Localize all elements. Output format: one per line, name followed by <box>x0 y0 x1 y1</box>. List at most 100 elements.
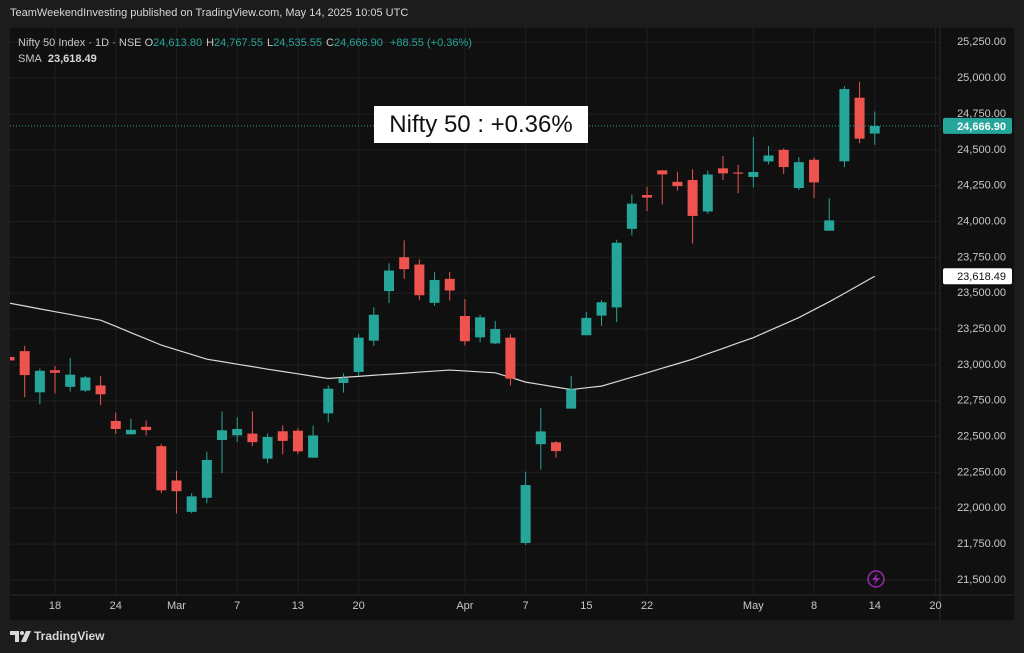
y-tick-label: 24,750.00 <box>957 108 1006 120</box>
y-tick-label: 22,250.00 <box>957 466 1006 478</box>
candle-body <box>247 433 258 443</box>
y-tick-label: 23,750.00 <box>957 251 1006 263</box>
candle-body <box>353 337 364 372</box>
candle-body <box>80 377 91 391</box>
grid <box>10 28 940 595</box>
field-key: C <box>326 37 334 49</box>
candle-body <box>292 430 303 452</box>
x-tick-label: Apr <box>456 600 473 612</box>
candle-body <box>839 89 850 162</box>
candle-body <box>19 351 30 376</box>
candle-body <box>141 426 152 431</box>
field-key: O <box>144 37 154 49</box>
candle-body <box>702 174 713 212</box>
field-value: 24,535.55 <box>273 37 323 49</box>
logo <box>10 631 31 642</box>
sma-tag-label: 23,618.49 <box>957 271 1006 283</box>
candle-body <box>490 329 501 344</box>
axes: 21,500.00 21,750.00 22,000.00 22,250.00 22,5… <box>49 36 1012 612</box>
candle-body <box>748 171 759 177</box>
y-tick-label: 23,250.00 <box>957 323 1006 335</box>
candle-body <box>475 317 486 338</box>
symbol: Nifty 50 Index · 1D · NSE <box>18 37 142 49</box>
candle-body <box>459 316 470 342</box>
field-value: 24,613.80 <box>153 37 203 49</box>
candle-body <box>368 314 379 341</box>
candle-body <box>854 97 865 139</box>
candle-body <box>50 370 61 373</box>
candle-body <box>277 431 288 441</box>
x-tick-label: 7 <box>523 600 529 612</box>
candle-body <box>10 357 15 361</box>
last-price-tag <box>943 117 1012 134</box>
y-tick-label: 25,000.00 <box>957 72 1006 84</box>
last-price-label: 24,666.90 <box>957 121 1006 133</box>
candle-body <box>323 388 334 414</box>
candle-body <box>520 485 531 543</box>
x-tick-label: 22 <box>641 600 653 612</box>
candle-body <box>550 442 561 452</box>
candle-body <box>171 480 182 492</box>
x-tick-label: 7 <box>234 600 240 612</box>
candle-body <box>308 435 319 458</box>
candle-body <box>733 172 744 174</box>
candle-body <box>125 429 136 435</box>
x-tick-label: 8 <box>811 600 817 612</box>
candle-body <box>672 181 683 187</box>
annotation: Nifty 50 : +0.36% <box>374 106 588 143</box>
y-tick-label: 24,250.00 <box>957 180 1006 192</box>
candle-body <box>399 257 410 270</box>
candle-body <box>611 242 622 308</box>
x-tick-label: May <box>743 600 764 612</box>
candle-body <box>384 270 394 292</box>
candle-body <box>657 170 668 175</box>
candle-body <box>778 149 789 168</box>
y-tick-label: 21,750.00 <box>957 538 1006 550</box>
candle-body <box>626 203 637 229</box>
alert-icon <box>867 570 885 588</box>
candle-body <box>34 370 45 393</box>
footer: TradingView <box>10 627 104 645</box>
candle-body <box>95 385 106 395</box>
y-tick-label: 21,500.00 <box>957 574 1006 586</box>
y-tick-label: 23,000.00 <box>957 359 1006 371</box>
candle-body <box>763 155 774 162</box>
sma-value: 23,618.49 <box>47 53 97 65</box>
candle-body <box>793 162 804 188</box>
brand: TradingView <box>34 629 105 643</box>
x-tick-label: 24 <box>110 600 122 612</box>
x-tick-label: Mar <box>167 600 186 612</box>
candle-body <box>65 374 76 387</box>
y-tick-label: 24,000.00 <box>957 215 1006 227</box>
x-tick-label: 20 <box>353 600 365 612</box>
candle-body <box>338 378 349 383</box>
candle-body <box>262 437 273 459</box>
candle-body <box>232 428 243 436</box>
candle-body <box>824 220 835 231</box>
candle-body <box>869 125 880 134</box>
candle-body <box>429 280 440 303</box>
candle-body <box>217 430 228 441</box>
ohlc-fields: O24,613.80 H24,767.55 L24,535.55 C24,666.90 <box>145 37 387 49</box>
candle-body <box>535 431 546 445</box>
y-tick-label: 22,500.00 <box>957 430 1006 442</box>
sma-row: SMA 23,618.49 <box>18 51 476 67</box>
candle-body <box>687 179 698 216</box>
candle-body <box>110 420 121 429</box>
sma-name: SMA <box>18 53 42 65</box>
candle-body <box>581 317 592 336</box>
y-tick-label: 22,000.00 <box>957 502 1006 514</box>
candle-body <box>186 496 197 512</box>
field-key: L <box>266 37 274 49</box>
y-tick-label: 25,250.00 <box>957 36 1006 48</box>
candle-body <box>444 278 455 291</box>
y-tick-label: 24,500.00 <box>957 144 1006 156</box>
x-tick-label: 14 <box>869 600 881 612</box>
field-value: 24,767.55 <box>214 37 263 49</box>
x-tick-label: 15 <box>580 600 592 612</box>
x-tick-label: 20 <box>929 600 941 612</box>
field-key: H <box>206 37 215 49</box>
x-tick-label: 13 <box>292 600 304 612</box>
legend: Nifty 50 Index · 1D · NSE O24,613.80 H24,… <box>18 35 476 67</box>
